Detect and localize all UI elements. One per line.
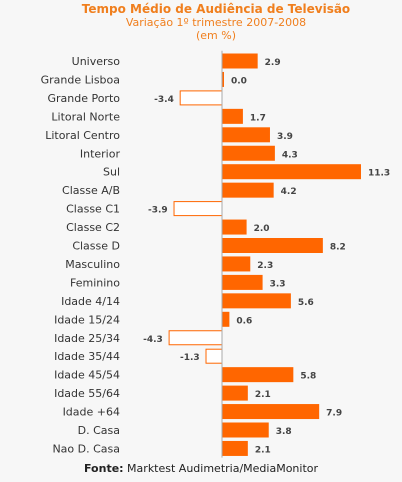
category-label-classe-d: Classe D [72,240,120,253]
bar-litoral-norte [222,108,243,124]
value-label-idade-64: 7.9 [326,409,342,419]
chart-title: Tempo Médio de Audiência de Televisão [81,2,351,16]
value-label-idade-4-14: 5.6 [298,298,314,308]
bar-litoral-centro [222,127,270,143]
value-label-idade-25-34: -4.3 [143,335,163,345]
category-label-nao-d-casa: Nao D. Casa [52,442,120,455]
bar-idade-45-54 [222,367,294,383]
bar-classe-a-b [222,182,274,198]
value-label-idade-45-54: 5.8 [300,372,316,382]
category-label-grande-porto: Grande Porto [47,92,120,105]
value-label-idade-55-64: 2.1 [255,390,271,400]
value-label-masculino: 2.3 [257,261,273,271]
bar-interior [222,145,275,161]
bar-idade-64 [222,404,320,420]
footer-label: Fonte: [83,462,124,475]
category-label-idade-45-54: Idade 45/54 [54,369,120,382]
footer-source: Marktest Audimetria/MediaMonitor [123,462,319,475]
category-label-litoral-norte: Litoral Norte [51,110,120,123]
value-label-d-casa: 3.8 [276,427,292,437]
value-label-universo: 2.9 [265,58,281,68]
value-label-classe-d: 8.2 [330,243,346,253]
category-label-idade-35-44: Idade 35/44 [54,350,120,363]
chart-subtitle: Variação 1º trimestre 2007-2008 [125,16,307,29]
value-label-grande-porto: -3.4 [154,95,174,105]
value-label-classe-c1: -3.9 [148,206,168,216]
bar-classe-d [222,238,323,253]
chart-plot: Universo 2.9 Grande Lisboa 0.0 Grande Porto -… [41,50,390,458]
value-label-idade-15-24: 0.6 [236,316,252,326]
category-label-classe-c1: Classe C1 [66,203,120,216]
bar-feminino [222,274,263,290]
bar-idade-25-34 [168,330,223,346]
bar-classe-c2 [222,219,247,235]
bar-grande-porto [179,90,223,106]
bar-idade-15-24 [222,311,230,327]
bar-idade-55-64 [222,385,248,401]
bar-nao-d-casa [222,440,248,456]
category-label-masculino: Masculino [65,258,120,271]
category-label-universo: Universo [72,55,121,68]
category-label-classe-a-b: Classe A/B [62,184,120,197]
category-label-idade-64: Idade +64 [63,406,120,419]
value-label-classe-a-b: 4.2 [281,187,297,197]
bar-d-casa [222,422,269,438]
bar-grande-lisboa [222,71,224,87]
value-label-classe-c2: 2.0 [254,224,270,234]
category-label-d-casa: D. Casa [78,424,120,437]
value-label-sul: 11.3 [368,169,390,179]
category-label-idade-15-24: Idade 15/24 [54,313,120,326]
value-label-grande-lisboa: 0.0 [231,76,247,86]
category-label-feminino: Feminino [70,276,120,289]
bar-idade-4-14 [222,293,291,309]
value-label-litoral-centro: 3.9 [277,132,293,142]
bar-idade-35-44 [205,348,223,364]
category-label-idade-4-14: Idade 4/14 [61,295,120,308]
category-label-idade-55-64: Idade 55/64 [54,387,120,400]
chart-subtitle-unit: (em %) [195,29,236,42]
value-label-nao-d-casa: 2.1 [255,445,271,455]
title-block: Tempo Médio de Audiência de Televisão Va… [0,2,402,42]
category-label-sul: Sul [103,166,120,179]
category-label-grande-lisboa: Grande Lisboa [41,73,120,86]
value-label-feminino: 3.3 [270,279,286,289]
category-label-idade-25-34: Idade 25/34 [54,332,120,345]
bar-universo [222,53,258,69]
bar-sul [222,164,361,180]
category-label-classe-c2: Classe C2 [66,221,120,234]
category-label-interior: Interior [80,147,121,160]
bar-classe-c1 [173,201,223,217]
value-label-idade-35-44: -1.3 [180,353,200,363]
category-label-litoral-centro: Litoral Centro [45,129,120,142]
value-label-litoral-norte: 1.7 [250,113,266,123]
value-label-interior: 4.3 [282,150,298,160]
bar-masculino [222,256,251,272]
footer: Fonte: Marktest Audimetria/MediaMonitor [0,462,402,475]
